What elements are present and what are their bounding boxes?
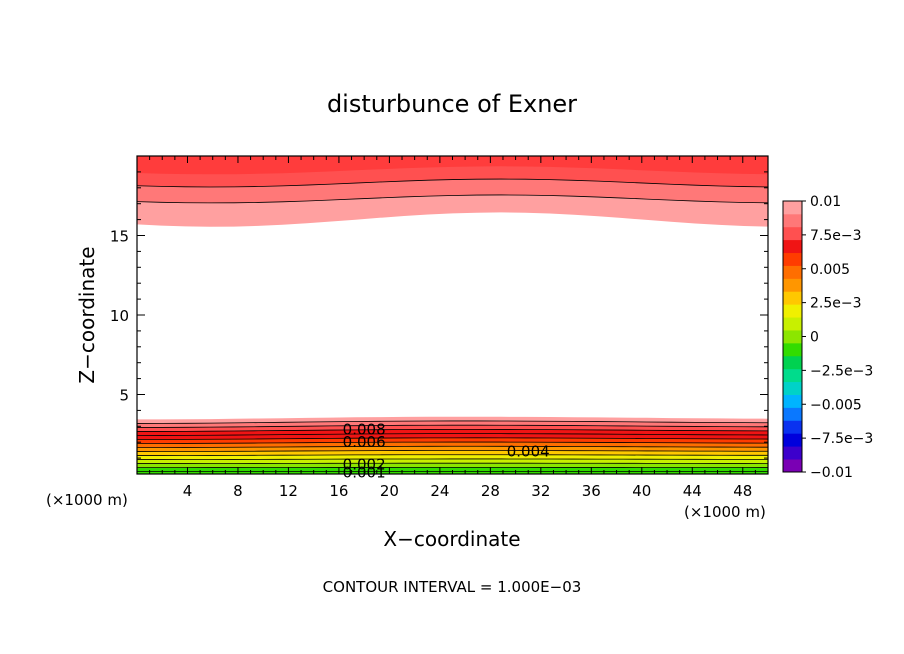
y-tick-label-5: 5 bbox=[119, 387, 129, 405]
plot-area bbox=[136, 156, 769, 474]
colorbar-segment-8 bbox=[783, 355, 802, 370]
contour-label-0: 0.008 bbox=[343, 420, 386, 438]
x-axis-label: X−coordinate bbox=[383, 527, 520, 551]
x-tick-label-48: 48 bbox=[733, 482, 752, 500]
contour-line-6 bbox=[136, 445, 769, 448]
x-tick-label-36: 36 bbox=[582, 482, 601, 500]
x-tick-label-8: 8 bbox=[233, 482, 243, 500]
colorbar-segment-14 bbox=[783, 278, 802, 292]
contour-line-11 bbox=[136, 424, 769, 428]
colorbar-segment-20 bbox=[783, 201, 802, 215]
contour-label-3: 0.002 bbox=[343, 455, 386, 473]
contour-line-8 bbox=[136, 437, 769, 440]
contour-line-9 bbox=[136, 433, 769, 436]
contour-line-5 bbox=[136, 450, 769, 452]
colorbar-segment-7 bbox=[783, 368, 802, 383]
colorbar-segment-0 bbox=[783, 459, 802, 473]
x-unit-right: (×1000 m) bbox=[684, 503, 766, 521]
colorbar-segment-1 bbox=[783, 446, 802, 460]
colorbar-segment-17 bbox=[783, 239, 802, 254]
y-axis-label: Z−coordinate bbox=[75, 246, 99, 383]
band-top-3 bbox=[137, 156, 768, 175]
x-tick-label-4: 4 bbox=[183, 482, 193, 500]
colorbar-label-4: 0 bbox=[810, 330, 819, 346]
colorbar-label-5: −2.5e−3 bbox=[810, 363, 873, 379]
x-tick-label-20: 20 bbox=[380, 482, 399, 500]
colorbar: 0.01 7.5e−3 0.005 2.5e−3 0 −2.5e−3 −0.005 −7.5e… bbox=[782, 194, 873, 481]
colorbar-segment-5 bbox=[783, 394, 802, 408]
x-tick-label-16: 16 bbox=[329, 482, 348, 500]
x-tick-label-28: 28 bbox=[481, 482, 500, 500]
colorbar-label-6: −0.005 bbox=[810, 397, 862, 413]
colorbar-segment-12 bbox=[783, 304, 802, 318]
contour-label-2: 0.004 bbox=[507, 443, 550, 461]
colorbar-label-1: 7.5e−3 bbox=[810, 228, 862, 244]
x-tick-label-40: 40 bbox=[632, 482, 651, 500]
contour-line-3 bbox=[136, 458, 769, 460]
colorbar-segment-16 bbox=[783, 252, 802, 266]
colorbar-segment-4 bbox=[783, 407, 802, 421]
y-tick-label-10: 10 bbox=[110, 307, 129, 325]
colorbar-segment-2 bbox=[783, 433, 802, 447]
contour-interval-text: CONTOUR INTERVAL = 1.000E−03 bbox=[323, 578, 582, 596]
x-tick-label-12: 12 bbox=[279, 482, 298, 500]
colorbar-segment-6 bbox=[783, 381, 802, 395]
colorbar-segment-9 bbox=[783, 342, 802, 357]
colorbar-label-0: 0.01 bbox=[810, 194, 841, 210]
x-tick-label-44: 44 bbox=[683, 482, 702, 500]
contour-line-10 bbox=[136, 428, 769, 432]
contour-line-top-1 bbox=[136, 194, 769, 204]
colorbar-label-2: 0.005 bbox=[810, 262, 850, 278]
contour-line-top-2 bbox=[136, 178, 769, 188]
chart-title: disturbunce of Exner bbox=[327, 90, 577, 118]
y-tick-label-15: 15 bbox=[110, 228, 129, 246]
colorbar-label-8: −0.01 bbox=[810, 465, 853, 481]
contour-line-12 bbox=[136, 420, 769, 424]
colorbar-label-7: −7.5e−3 bbox=[810, 431, 873, 447]
contour-line-7 bbox=[136, 441, 769, 444]
colorbar-segment-15 bbox=[783, 265, 802, 279]
contour-label-1: 0.006 bbox=[343, 433, 386, 451]
contour-line-4 bbox=[136, 454, 769, 456]
colorbar-segment-18 bbox=[783, 226, 802, 241]
colorbar-segment-13 bbox=[783, 291, 802, 305]
colorbar-label-3: 2.5e−3 bbox=[810, 296, 862, 312]
x-unit-left: (×1000 m) bbox=[46, 491, 128, 509]
colorbar-segment-3 bbox=[783, 420, 802, 434]
x-tick-label-32: 32 bbox=[531, 482, 550, 500]
colorbar-segment-10 bbox=[783, 330, 802, 344]
colorbar-segment-19 bbox=[783, 213, 802, 228]
x-tick-label-24: 24 bbox=[430, 482, 449, 500]
colorbar-segment-11 bbox=[783, 317, 802, 331]
